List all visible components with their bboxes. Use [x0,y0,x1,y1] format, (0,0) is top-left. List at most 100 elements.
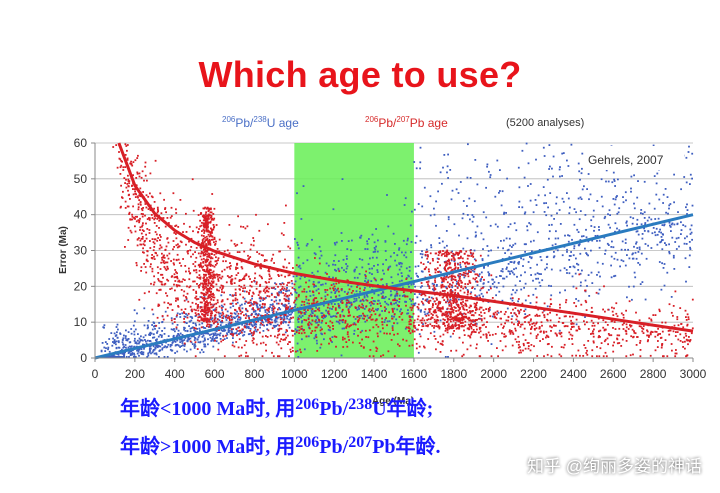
point-pb-age [173,276,176,279]
point-pb-age [434,288,437,290]
point-pb-age [335,277,337,280]
point-u-age [473,287,476,290]
point-pb-age [213,236,216,239]
point-u-age [668,221,671,224]
point-pb-age [314,257,316,259]
point-u-age [361,317,364,320]
point-u-age [488,273,491,275]
point-pb-age [426,254,429,256]
point-u-age [548,224,551,226]
point-pb-age [681,341,684,343]
point-pb-age [144,266,147,268]
point-pb-age [496,347,498,349]
point-pb-age [202,288,205,291]
point-pb-age [156,254,159,257]
point-pb-age [283,333,286,336]
point-u-age [251,334,253,337]
point-pb-age [230,319,233,321]
point-u-age [556,249,559,252]
point-pb-age [153,222,156,224]
point-u-age [509,297,512,300]
point-u-age [210,324,213,327]
point-pb-age [240,285,243,288]
point-u-age [223,330,226,332]
point-pb-age [253,316,255,318]
point-pb-age [212,322,215,325]
point-u-age [501,268,504,270]
point-u-age [584,214,587,216]
point-u-age [419,286,422,289]
point-pb-age [264,291,267,294]
legend-pb-age: 206Pb/207Pb age [365,115,448,130]
point-pb-age [280,322,282,325]
point-pb-age [165,245,168,248]
point-pb-age [650,318,653,321]
point-u-age [439,171,442,174]
point-u-age [689,233,692,235]
point-pb-age [455,316,458,319]
point-u-age [426,312,429,315]
point-u-age [253,323,256,326]
point-u-age [433,213,436,216]
point-u-age [214,332,217,335]
point-pb-age [137,206,140,209]
point-u-age [287,315,289,318]
point-u-age [384,318,387,321]
point-pb-age [163,254,165,257]
point-pb-age [208,325,211,328]
point-pb-age [375,350,378,352]
point-pb-age [440,277,443,279]
point-u-age [221,309,223,311]
point-pb-age [183,279,186,281]
point-u-age [141,339,144,342]
point-pb-age [136,195,139,198]
point-u-age [356,308,359,311]
point-u-age [423,186,426,189]
point-pb-age [459,311,462,314]
point-u-age [254,328,257,331]
point-pb-age [439,342,442,345]
point-u-age [509,244,511,247]
point-pb-age [120,164,123,167]
point-pb-age [405,339,408,342]
point-u-age [382,297,385,299]
point-pb-age [214,321,216,323]
point-pb-age [148,290,150,293]
point-u-age [455,188,458,191]
point-pb-age [471,286,474,289]
point-u-age [241,307,244,310]
point-pb-age [208,263,211,265]
point-u-age [487,289,490,291]
point-u-age [300,275,303,278]
point-u-age [297,256,300,259]
point-pb-age [272,310,275,313]
point-u-age [359,236,361,239]
point-pb-age [470,327,473,330]
point-u-age [337,321,340,323]
point-pb-age [408,327,411,330]
point-pb-age [611,310,614,313]
point-pb-age [202,228,205,231]
point-u-age [354,318,357,320]
point-u-age [245,325,248,328]
point-u-age [190,319,193,322]
point-pb-age [197,285,200,287]
point-pb-age [228,318,231,320]
point-u-age [315,321,318,324]
point-pb-age [203,217,206,220]
point-pb-age [206,250,209,253]
point-pb-age [200,221,203,224]
point-pb-age [376,332,379,335]
point-pb-age [126,159,129,161]
point-u-age [671,236,674,239]
point-pb-age [159,268,162,270]
point-pb-age [199,276,202,279]
point-u-age [271,303,274,306]
point-u-age [688,241,691,243]
point-pb-age [554,332,557,335]
point-u-age [259,304,261,307]
point-pb-age [130,218,133,221]
point-pb-age [654,335,657,338]
point-pb-age [245,273,248,276]
point-u-age [643,180,646,183]
